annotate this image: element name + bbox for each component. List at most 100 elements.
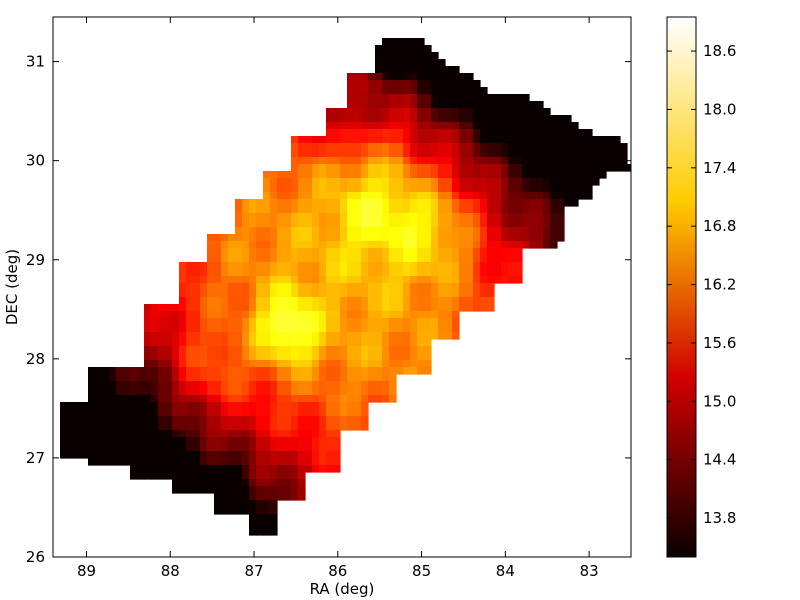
heatmap-cell [319,458,327,466]
heatmap-cell [410,178,418,186]
heatmap-cell [354,129,362,137]
heatmap-cell [207,381,215,389]
heatmap-cell [144,388,152,396]
heatmap-cell [375,227,383,235]
heatmap-cell [193,423,201,431]
heatmap-cell [179,311,187,319]
heatmap-cell [144,367,152,375]
heatmap-cell [501,248,509,256]
heatmap-cell [319,290,327,298]
heatmap-cell [312,185,320,193]
heatmap-cell [228,241,236,249]
heatmap-cell [221,451,229,459]
heatmap-cell [424,262,432,270]
heatmap-cell [256,248,264,256]
heatmap-cell [445,297,453,305]
heatmap-cell [263,388,271,396]
heatmap-cell [193,346,201,354]
heatmap-cell [438,143,446,151]
heatmap-cell [298,276,306,284]
heatmap-cell [165,444,173,452]
heatmap-cell [368,213,376,221]
heatmap-cell [550,241,558,249]
heatmap-cell [242,297,250,305]
heatmap-cell [466,115,474,123]
heatmap-cell [347,409,355,417]
heatmap-cell [501,108,509,116]
heatmap-cell [375,395,383,403]
heatmap-cell [431,248,439,256]
heatmap-cell [361,332,369,340]
heatmap-cell [389,80,397,88]
heatmap-cell [333,255,341,263]
heatmap-cell [550,234,558,242]
heatmap-cell [277,430,285,438]
heatmap-cell [606,164,614,172]
heatmap-cell [424,87,432,95]
heatmap-cell [354,241,362,249]
heatmap-cell [480,248,488,256]
heatmap-cell [522,171,530,179]
heatmap-cell [368,143,376,151]
heatmap-cell [284,227,292,235]
heatmap-cell [298,171,306,179]
heatmap-cell [466,269,474,277]
heatmap-cell [403,360,411,368]
heatmap-cell [389,311,397,319]
heatmap-cell [543,136,551,144]
heatmap-cell [144,353,152,361]
heatmap-cell [361,395,369,403]
heatmap-cell [424,241,432,249]
heatmap-cell [102,423,110,431]
heatmap-cell [396,227,404,235]
heatmap-cell [284,241,292,249]
heatmap-cell [424,150,432,158]
heatmap-cell [249,220,257,228]
heatmap-cell [221,395,229,403]
heatmap-cell [417,248,425,256]
heatmap-cell [480,290,488,298]
heatmap-cell [403,80,411,88]
heatmap-cell [347,101,355,109]
heatmap-cell [123,395,131,403]
heatmap-cell [403,73,411,81]
heatmap-cell [144,465,152,473]
heatmap-cell [333,353,341,361]
heatmap-cell [543,213,551,221]
heatmap-cell [200,276,208,284]
heatmap-cell [550,227,558,235]
heatmap-cell [522,150,530,158]
heatmap-cell [515,276,523,284]
heatmap-cell [459,262,467,270]
heatmap-cell [284,465,292,473]
heatmap-cell [347,346,355,354]
heatmap-cell [158,367,166,375]
heatmap-cell [382,269,390,277]
heatmap-cell [445,199,453,207]
heatmap-cell [186,269,194,277]
heatmap-cell [256,444,264,452]
heatmap-cell [389,304,397,312]
heatmap-cell [291,213,299,221]
heatmap-cell [221,304,229,312]
heatmap-cell [515,241,523,249]
heatmap-cell [487,304,495,312]
heatmap-cell [459,185,467,193]
heatmap-cell [417,66,425,74]
heatmap-cell [340,409,348,417]
heatmap-cell [438,220,446,228]
heatmap-cell [305,255,313,263]
heatmap-cell [438,185,446,193]
heatmap-cell [424,276,432,284]
heatmap-cell [347,234,355,242]
heatmap-cell [193,388,201,396]
heatmap-cell [221,297,229,305]
heatmap-cell [347,255,355,263]
heatmap-cell [396,241,404,249]
heatmap-cell [179,437,187,445]
heatmap-cell [179,374,187,382]
heatmap-cell [340,381,348,389]
heatmap-cell [452,171,460,179]
heatmap-cell [333,332,341,340]
heatmap-cell [277,220,285,228]
